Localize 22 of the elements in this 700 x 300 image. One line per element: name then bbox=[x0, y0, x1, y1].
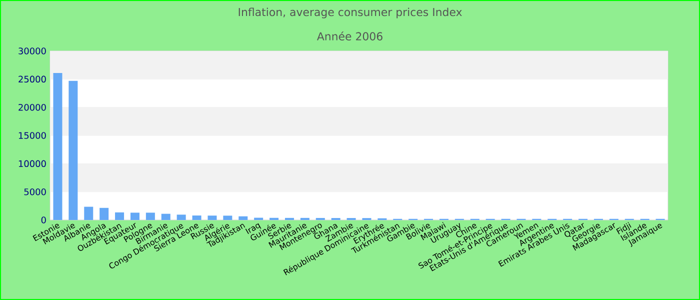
y-tick-label: 20000 bbox=[18, 104, 46, 111]
chart-title: Inflation, average consumer prices Index bbox=[238, 8, 462, 18]
bar bbox=[223, 216, 232, 220]
y-tick-label: 10000 bbox=[18, 160, 46, 168]
y-tick-label: 25000 bbox=[18, 76, 46, 83]
bar bbox=[161, 214, 170, 220]
y-tick-label: 5000 bbox=[24, 188, 46, 196]
bar bbox=[130, 212, 140, 220]
y-tick-label: 30000 bbox=[18, 48, 46, 54]
chart-subtitle: Année 2006 bbox=[316, 32, 382, 40]
bar bbox=[146, 212, 155, 220]
bar bbox=[84, 206, 94, 220]
bar bbox=[176, 214, 186, 220]
bar bbox=[115, 212, 124, 220]
bar bbox=[100, 208, 109, 220]
bar bbox=[192, 215, 202, 220]
y-tick-label: 0 bbox=[41, 216, 46, 224]
bar bbox=[208, 216, 217, 220]
bar bbox=[238, 216, 248, 220]
bar bbox=[68, 80, 78, 220]
y-tick-label: 15000 bbox=[18, 132, 46, 139]
bar bbox=[53, 72, 62, 220]
